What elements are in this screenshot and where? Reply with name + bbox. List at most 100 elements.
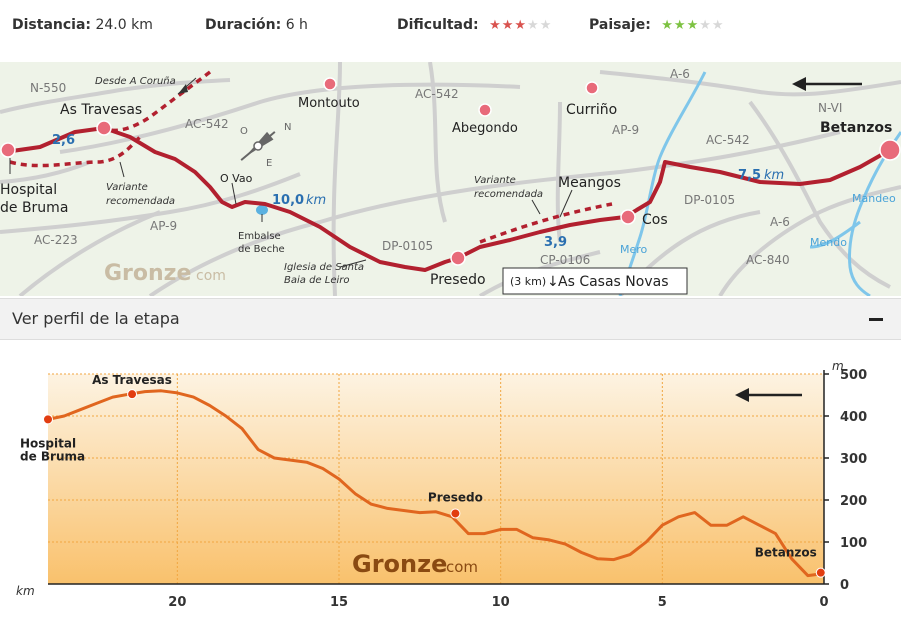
road-label-dp0105-a: DP-0105: [382, 239, 433, 253]
detour-arrow-icon: ↓: [547, 274, 559, 290]
compass-rose-icon: [240, 131, 276, 161]
town-label-cos: Cos: [642, 212, 668, 228]
distance-label-7-5-num: 7,5: [738, 168, 761, 183]
star-filled-icon: ★: [686, 18, 700, 33]
town-marker-hospital[interactable]: [0, 142, 16, 158]
landscape-rating-stars: ★★★★★: [661, 18, 724, 33]
town-label-betanzos: Betanzos: [820, 120, 892, 136]
star-filled-icon: ★: [673, 18, 687, 33]
note-embalse-line2: de Beche: [238, 244, 285, 255]
difficulty-stat: Dificultad: ★★★★★: [397, 17, 552, 33]
river-label-mero: Mero: [620, 243, 648, 256]
x-axis-unit: km: [16, 584, 35, 598]
difficulty-label: Dificultad:: [397, 17, 479, 33]
distance-value: 24.0 km: [95, 17, 153, 33]
route-map[interactable]: As Travesas Hospital de Bruma Montouto A…: [0, 62, 901, 296]
profile-direction-arrow-icon: [735, 388, 802, 402]
town-label-meangos: Meangos: [558, 175, 621, 191]
waypoint-label: Betanzos: [755, 546, 817, 560]
town-marker-presedo[interactable]: [450, 250, 466, 266]
elevation-line: [47, 389, 825, 578]
y-axis-unit: m: [832, 359, 844, 373]
waypoint-label-line2: de Bruma: [20, 449, 85, 463]
star-filled-icon: ★: [501, 18, 515, 33]
town-marker-abegondo[interactable]: [478, 103, 492, 117]
town-label-as-travesas: As Travesas: [60, 102, 142, 118]
waypoint-marker[interactable]: [43, 414, 53, 425]
waypoint-label: Presedo: [428, 490, 483, 504]
collapse-minus-icon[interactable]: [869, 318, 883, 321]
town-label-hospital-2: de Bruma: [0, 200, 68, 216]
profile-brand-watermark-sub: com: [446, 558, 478, 576]
river-lines: [618, 71, 901, 296]
x-tick-label: 15: [330, 595, 348, 610]
town-marker-betanzos[interactable]: [879, 139, 901, 161]
desde-arrowhead-icon: [178, 84, 188, 94]
road-label-dp0105-b: DP-0105: [684, 193, 735, 207]
road-label-nvi: N-VI: [818, 101, 842, 115]
town-marker-as-travesas[interactable]: [96, 120, 112, 136]
road-label-ac542-a: AC-542: [185, 117, 229, 131]
town-label-o-vao: O Vao: [220, 172, 253, 185]
route-map-svg: As Travesas Hospital de Bruma Montouto A…: [0, 62, 901, 296]
star-filled-icon: ★: [489, 18, 502, 33]
distance-label-3-9: 3,9: [544, 235, 567, 250]
road-label-ac542-c: AC-542: [706, 133, 750, 147]
distance-label-10-unit: km: [306, 193, 326, 208]
y-tick-label: 100: [840, 536, 867, 551]
note-desde-a-coruna: Desde A Coruña: [95, 76, 176, 87]
note-variante-1-line1: Variante: [106, 182, 148, 193]
road-label-ac840: AC-840: [746, 253, 790, 267]
road-label-ac542-b: AC-542: [415, 87, 459, 101]
town-marker-currino[interactable]: [585, 81, 599, 95]
road-label-ac223: AC-223: [34, 233, 78, 247]
distance-label-7-5-unit: km: [764, 168, 784, 183]
note-iglesia-line1: Iglesia de Santa: [284, 262, 364, 273]
reservoir-shape: [256, 205, 268, 215]
landscape-stat: Paisaje: ★★★★★: [589, 17, 725, 33]
town-label-hospital-1: Hospital: [0, 182, 57, 198]
star-empty-icon: ★: [539, 18, 553, 33]
river-label-mandeo: Mandeo: [852, 192, 896, 205]
map-brand-watermark-sub: com: [196, 268, 226, 284]
road-label-cp0106: CP-0106: [540, 253, 590, 267]
distance-label: Distancia:: [12, 17, 92, 33]
duration-value: 6 h: [285, 17, 308, 33]
waypoint-marker[interactable]: [815, 567, 826, 578]
note-iglesia-line2: Baia de Leiro: [284, 275, 349, 286]
note-embalse-line1: Embalse: [238, 231, 281, 242]
road-label-a6-a: A-6: [670, 67, 690, 81]
town-marker-montouto[interactable]: [323, 77, 337, 91]
star-empty-icon: ★: [699, 18, 712, 33]
star-filled-icon: ★: [514, 18, 528, 33]
compass-label-o: O: [240, 126, 248, 137]
detour-box[interactable]: (3 km) ↓ As Casas Novas: [502, 267, 688, 295]
town-marker-cos[interactable]: [620, 209, 636, 225]
y-tick-label: 500: [840, 368, 867, 383]
duration-stat: Duración: 6 h: [205, 17, 308, 33]
waypoint-label: Hospital: [20, 436, 76, 450]
town-label-montouto: Montouto: [298, 96, 360, 111]
distance-stat: Distancia: 24.0 km: [12, 17, 153, 33]
waypoint-marker[interactable]: [127, 389, 138, 400]
variant-routes: [9, 70, 613, 244]
note-variante-2-line1: Variante: [474, 175, 516, 186]
y-tick-label: 200: [840, 494, 867, 509]
waypoint-marker[interactable]: [450, 508, 461, 519]
star-empty-icon: ★: [711, 18, 725, 33]
landscape-label: Paisaje:: [589, 17, 651, 33]
waypoint-label: As Travesas: [92, 373, 172, 387]
y-tick-label: 0: [840, 578, 849, 593]
star-filled-icon: ★: [661, 18, 674, 33]
distance-label-10-num: 10,0: [272, 193, 304, 208]
stage-stats-bar: Distancia: 24.0 km Duración: 6 h Dificul…: [0, 0, 901, 52]
map-brand-watermark: Gronze: [104, 261, 191, 286]
x-tick-label: 20: [168, 595, 186, 610]
x-tick-label: 10: [492, 595, 510, 610]
profile-toggle-bar[interactable]: Ver perfil de la etapa: [0, 298, 901, 340]
star-empty-icon: ★: [527, 18, 540, 33]
river-label-mendo: Mendo: [810, 236, 847, 249]
y-tick-label: 300: [840, 452, 867, 467]
